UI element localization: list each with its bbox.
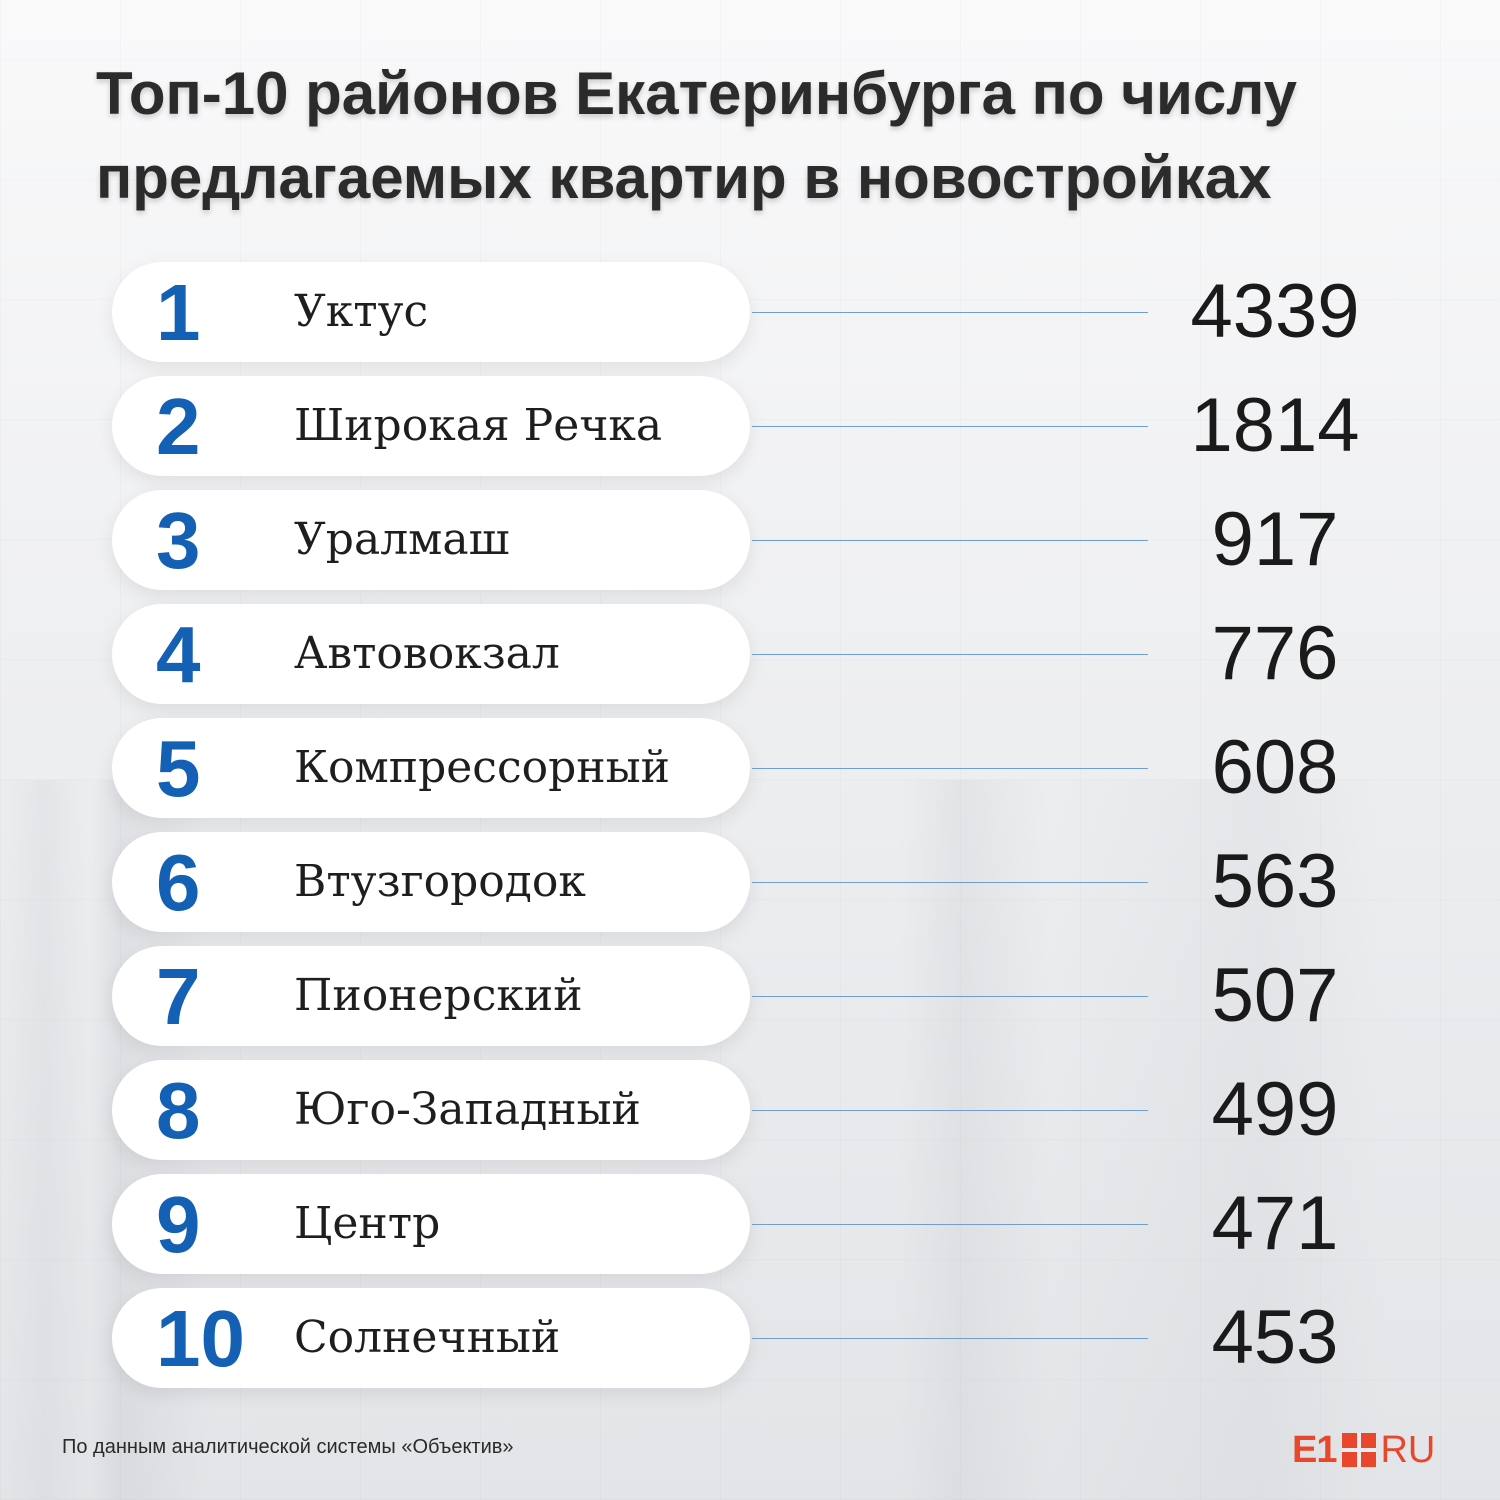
- rank-number: 8: [156, 1066, 201, 1155]
- apartment-count: 608: [1211, 725, 1339, 810]
- district-name: Солнечный: [294, 1312, 561, 1363]
- leader-line: [752, 654, 1148, 655]
- apartment-count: 917: [1211, 497, 1339, 582]
- table-row: 2 Широкая Речка 1814: [0, 376, 1500, 476]
- table-row: 9 Центр 471: [0, 1174, 1500, 1274]
- district-name: Уктус: [294, 286, 429, 337]
- apartment-count: 471: [1211, 1181, 1339, 1266]
- table-row: 1 Уктус 4339: [0, 262, 1500, 362]
- district-name: Широкая Речка: [294, 400, 663, 451]
- apartment-count: 453: [1211, 1295, 1339, 1380]
- rank-number: 6: [156, 838, 201, 927]
- district-name: Уралмаш: [294, 514, 510, 565]
- row-pill: [112, 376, 750, 476]
- apartment-count: 4339: [1190, 269, 1360, 354]
- table-row: 5 Компрессорный 608: [0, 718, 1500, 818]
- district-name: Автовокзал: [294, 628, 560, 679]
- row-pill: [112, 1174, 750, 1274]
- rank-number: 10: [156, 1294, 245, 1383]
- leader-line: [752, 1110, 1148, 1111]
- district-name: Компрессорный: [294, 742, 670, 793]
- leader-line: [752, 312, 1148, 313]
- district-name: Втузгородок: [294, 856, 586, 907]
- leader-line: [752, 540, 1148, 541]
- leader-line: [752, 882, 1148, 883]
- row-pill: [112, 832, 750, 932]
- rank-number: 2: [156, 382, 201, 471]
- logo-e1-text: E1: [1292, 1428, 1337, 1471]
- table-row: 3 Уралмаш 917: [0, 490, 1500, 590]
- row-pill: [112, 718, 750, 818]
- leader-line: [752, 1338, 1148, 1339]
- apartment-count: 563: [1211, 839, 1339, 924]
- chart-title: Топ-10 районов Екатеринбурга по числу пр…: [96, 60, 1297, 211]
- apartment-count: 1814: [1190, 383, 1360, 468]
- district-name: Пионерский: [294, 970, 583, 1021]
- table-row: 10 Солнечный 453: [0, 1288, 1500, 1388]
- district-name: Юго-Западный: [294, 1084, 641, 1135]
- row-pill: [112, 262, 750, 362]
- row-pill: [112, 946, 750, 1046]
- rank-number: 1: [156, 268, 201, 357]
- rank-number: 5: [156, 724, 201, 813]
- row-pill: [112, 604, 750, 704]
- rank-number: 7: [156, 952, 201, 1041]
- district-name: Центр: [294, 1198, 441, 1249]
- e1-ru-logo: E1 RU: [1292, 1428, 1436, 1471]
- table-row: 6 Втузгородок 563: [0, 832, 1500, 932]
- rank-number: 4: [156, 610, 201, 699]
- leader-line: [752, 996, 1148, 997]
- rank-number: 9: [156, 1180, 201, 1269]
- row-pill: [112, 490, 750, 590]
- apartment-count: 507: [1211, 953, 1339, 1038]
- logo-ru-text: RU: [1380, 1428, 1436, 1471]
- table-row: 8 Юго-Западный 499: [0, 1060, 1500, 1160]
- row-pill: [112, 1060, 750, 1160]
- leader-line: [752, 426, 1148, 427]
- row-pill: [112, 1288, 750, 1388]
- leader-line: [752, 1224, 1148, 1225]
- apartment-count: 499: [1211, 1067, 1339, 1152]
- table-row: 4 Автовокзал 776: [0, 604, 1500, 704]
- logo-square-icon: [1342, 1433, 1377, 1467]
- leader-line: [752, 768, 1148, 769]
- source-note: По данным аналитической системы «Объекти…: [62, 1436, 514, 1458]
- rank-number: 3: [156, 496, 201, 585]
- table-row: 7 Пионерский 507: [0, 946, 1500, 1046]
- apartment-count: 776: [1211, 611, 1339, 696]
